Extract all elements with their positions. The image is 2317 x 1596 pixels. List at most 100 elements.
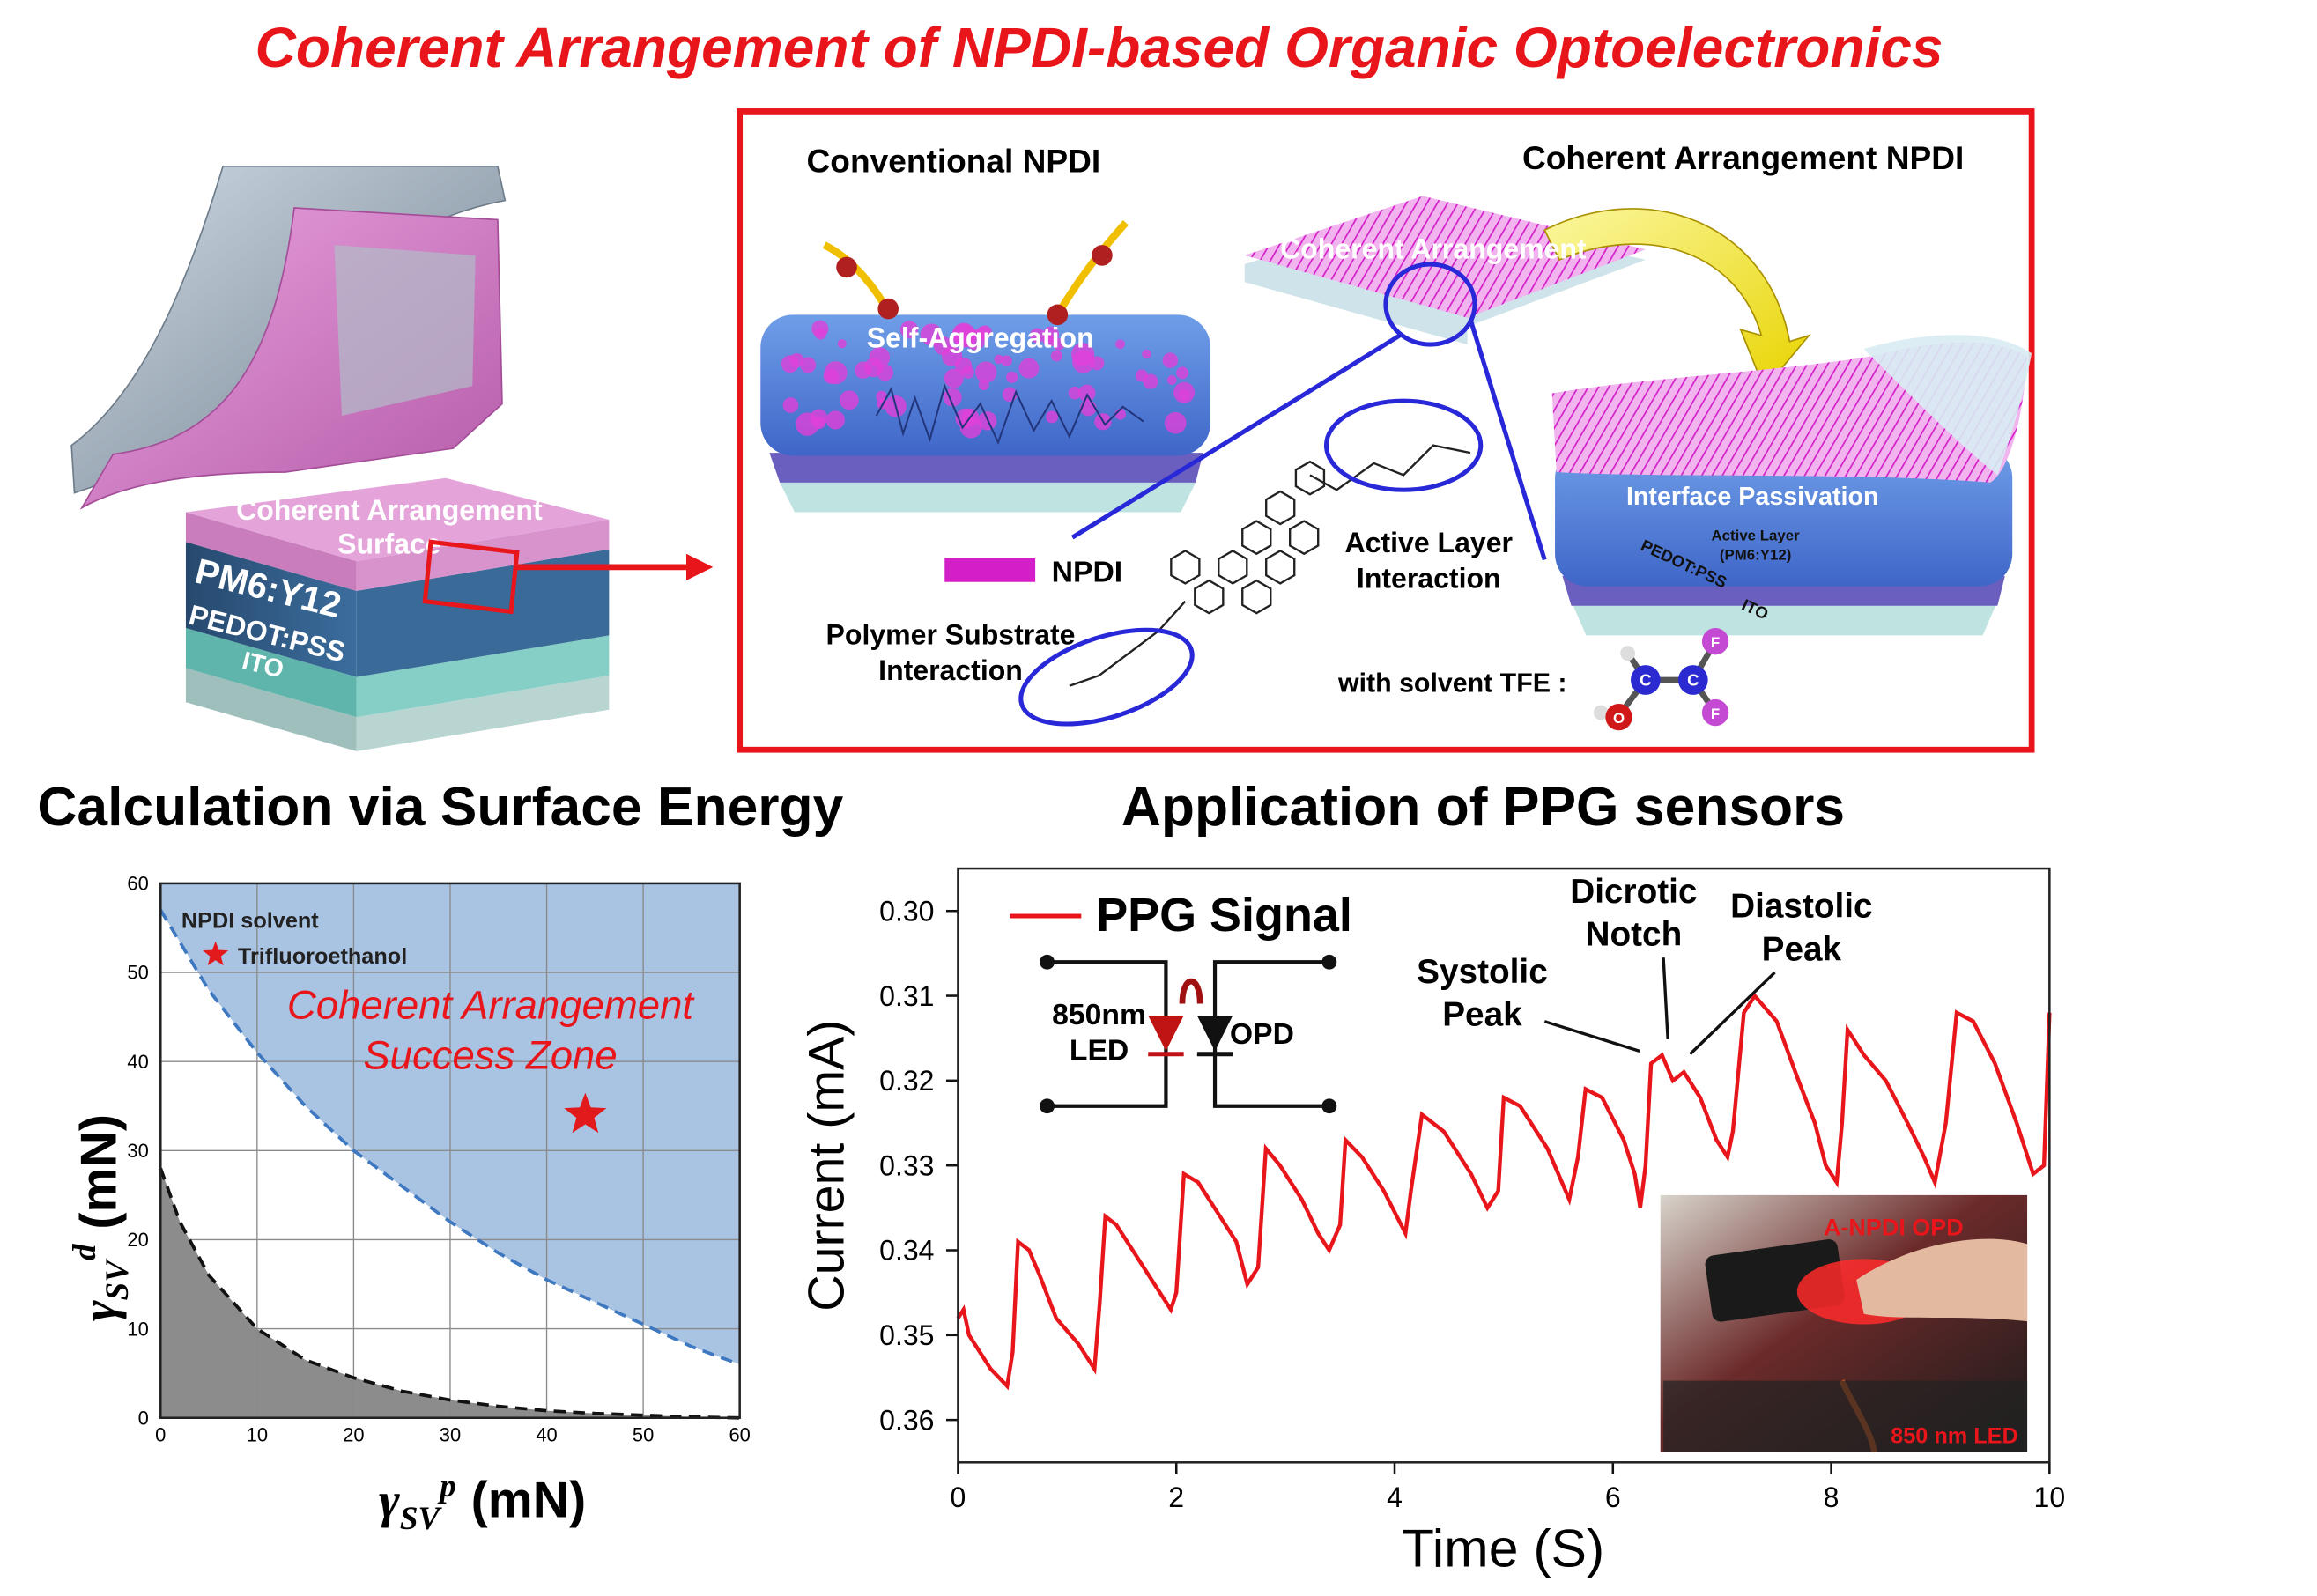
- y-tick-label: 0.33: [879, 1149, 934, 1181]
- aggregate: [951, 322, 976, 346]
- scheme-label: Interface Passivation: [1626, 483, 1879, 511]
- aggregate: [944, 368, 964, 388]
- aggregate: [1142, 349, 1151, 359]
- layer-face: [356, 519, 610, 591]
- device-illustration: [70, 165, 610, 751]
- aggregate: [1115, 339, 1125, 350]
- ring: [1241, 520, 1272, 556]
- terminal: [1040, 1098, 1055, 1114]
- y-axis-label: Current (mA): [799, 1020, 855, 1312]
- aggregate: [1042, 334, 1055, 347]
- scheme-label: (PM6:Y12): [1720, 546, 1791, 563]
- ring: [1170, 549, 1201, 585]
- photo-label: A-NPDI OPD: [1824, 1214, 1964, 1240]
- y-tick-label: 30: [127, 1140, 148, 1162]
- zone-annotation: Coherent Arrangement: [287, 982, 696, 1027]
- aggregate: [837, 339, 847, 349]
- aggregate: [812, 417, 825, 430]
- aggregate: [975, 361, 997, 383]
- layer-top: [185, 477, 610, 562]
- aggregate: [1018, 358, 1040, 379]
- interaction-ellipse: [1323, 398, 1484, 492]
- y-tick-label: 60: [127, 873, 148, 895]
- legend-marker: [203, 941, 229, 966]
- x-tick-label: 40: [536, 1424, 557, 1446]
- path-shape: [1543, 208, 1811, 391]
- y-tick-label: 10: [127, 1318, 148, 1340]
- charts: 0 10 20 30 40 50 600102030405060Trifluoroethan…: [127, 867, 2066, 1513]
- aggregate: [1176, 366, 1189, 380]
- terminal: [1321, 954, 1337, 970]
- circuit-label: LED: [1070, 1034, 1129, 1068]
- tspan-shape: d: [67, 1244, 103, 1260]
- x-tick-label: 2: [1168, 1481, 1184, 1513]
- passivated-slab: [1551, 335, 2032, 636]
- aggregate: [839, 390, 859, 410]
- circle-shape: [1047, 304, 1069, 326]
- layer-face: [356, 675, 610, 751]
- x-tick-label: 10: [2034, 1481, 2066, 1513]
- atom-h: [1620, 646, 1636, 661]
- scheme-label: Interaction: [1357, 562, 1501, 594]
- circuit-label: OPD: [1230, 1017, 1294, 1051]
- npdi-legend-label: NPDI: [1052, 556, 1123, 589]
- tspan-shape: SV: [100, 1258, 136, 1301]
- layer-face: [185, 512, 357, 591]
- aggregate: [1162, 352, 1179, 368]
- tspan-shape: γ: [72, 1300, 128, 1321]
- x-tick-label: 6: [1605, 1481, 1621, 1513]
- path-shape: [1863, 335, 2032, 476]
- aggregate: [1006, 371, 1018, 383]
- atom-f: [1701, 698, 1729, 727]
- rect-shape: [1663, 1380, 2028, 1452]
- device-label: Surface: [337, 528, 440, 560]
- tspan-shape: (mN): [71, 1114, 128, 1230]
- aggregate: [1071, 350, 1095, 373]
- photo-label: 850 nm LED: [1891, 1423, 2018, 1448]
- peak-annotation: Notch: [1585, 916, 1682, 954]
- aggregate: [1165, 411, 1187, 434]
- led-symbol: [1148, 1015, 1184, 1052]
- aggregate: [823, 368, 839, 384]
- y-tick-label: 0: [138, 1407, 149, 1429]
- npdi-legend-swatch: [944, 558, 1036, 582]
- y-tick-label: 20: [127, 1229, 148, 1251]
- layer-face: [185, 668, 357, 751]
- aggregate: [975, 326, 990, 341]
- tspan-shape: (mN): [471, 1473, 587, 1529]
- circle-shape: [836, 256, 857, 278]
- path-shape: [780, 482, 1196, 513]
- chart: 0 10 20 30 40 50 60 0 10 20 30 40 50 60 Trifluoroethan…: [127, 873, 750, 1446]
- interaction-ellipse: [1018, 627, 1195, 727]
- x-tick-label: 8: [1824, 1481, 1840, 1513]
- aggregate: [825, 410, 845, 430]
- marker: [564, 1092, 607, 1134]
- ring: [1265, 549, 1296, 585]
- y-tick-label: 0.35: [879, 1319, 934, 1351]
- y-tick-label: 40: [127, 1051, 148, 1073]
- series-line: [159, 909, 741, 1366]
- x-axis-label: γSVp (mN): [379, 1468, 586, 1537]
- x-tick-label: 50: [633, 1424, 654, 1446]
- legend-title: NPDI solvent: [181, 908, 319, 933]
- aggregate: [899, 321, 919, 339]
- peak-annotation: Diastolic: [1730, 888, 1873, 926]
- atom-label: O: [1613, 710, 1625, 727]
- x-tick-label: 30: [440, 1424, 461, 1446]
- terminal: [1040, 954, 1055, 970]
- aggregate: [1030, 328, 1046, 344]
- chain: [1309, 444, 1471, 491]
- scheme-heading: Conventional NPDI: [807, 143, 1101, 180]
- path-shape: [1179, 978, 1203, 1004]
- tspan-shape: p: [437, 1468, 456, 1504]
- atom-label: C: [1640, 671, 1651, 690]
- aggregate: [955, 357, 973, 374]
- legend-label: Trifluoroethanol: [238, 944, 407, 969]
- y-tick-label: 0.34: [879, 1235, 934, 1267]
- tspan-shape: SV: [400, 1501, 443, 1537]
- y-tick-label: 0.32: [879, 1065, 934, 1097]
- y-tick-label: 0.30: [879, 895, 934, 927]
- plot-frame: [957, 867, 2051, 1464]
- terminal: [1321, 1098, 1337, 1114]
